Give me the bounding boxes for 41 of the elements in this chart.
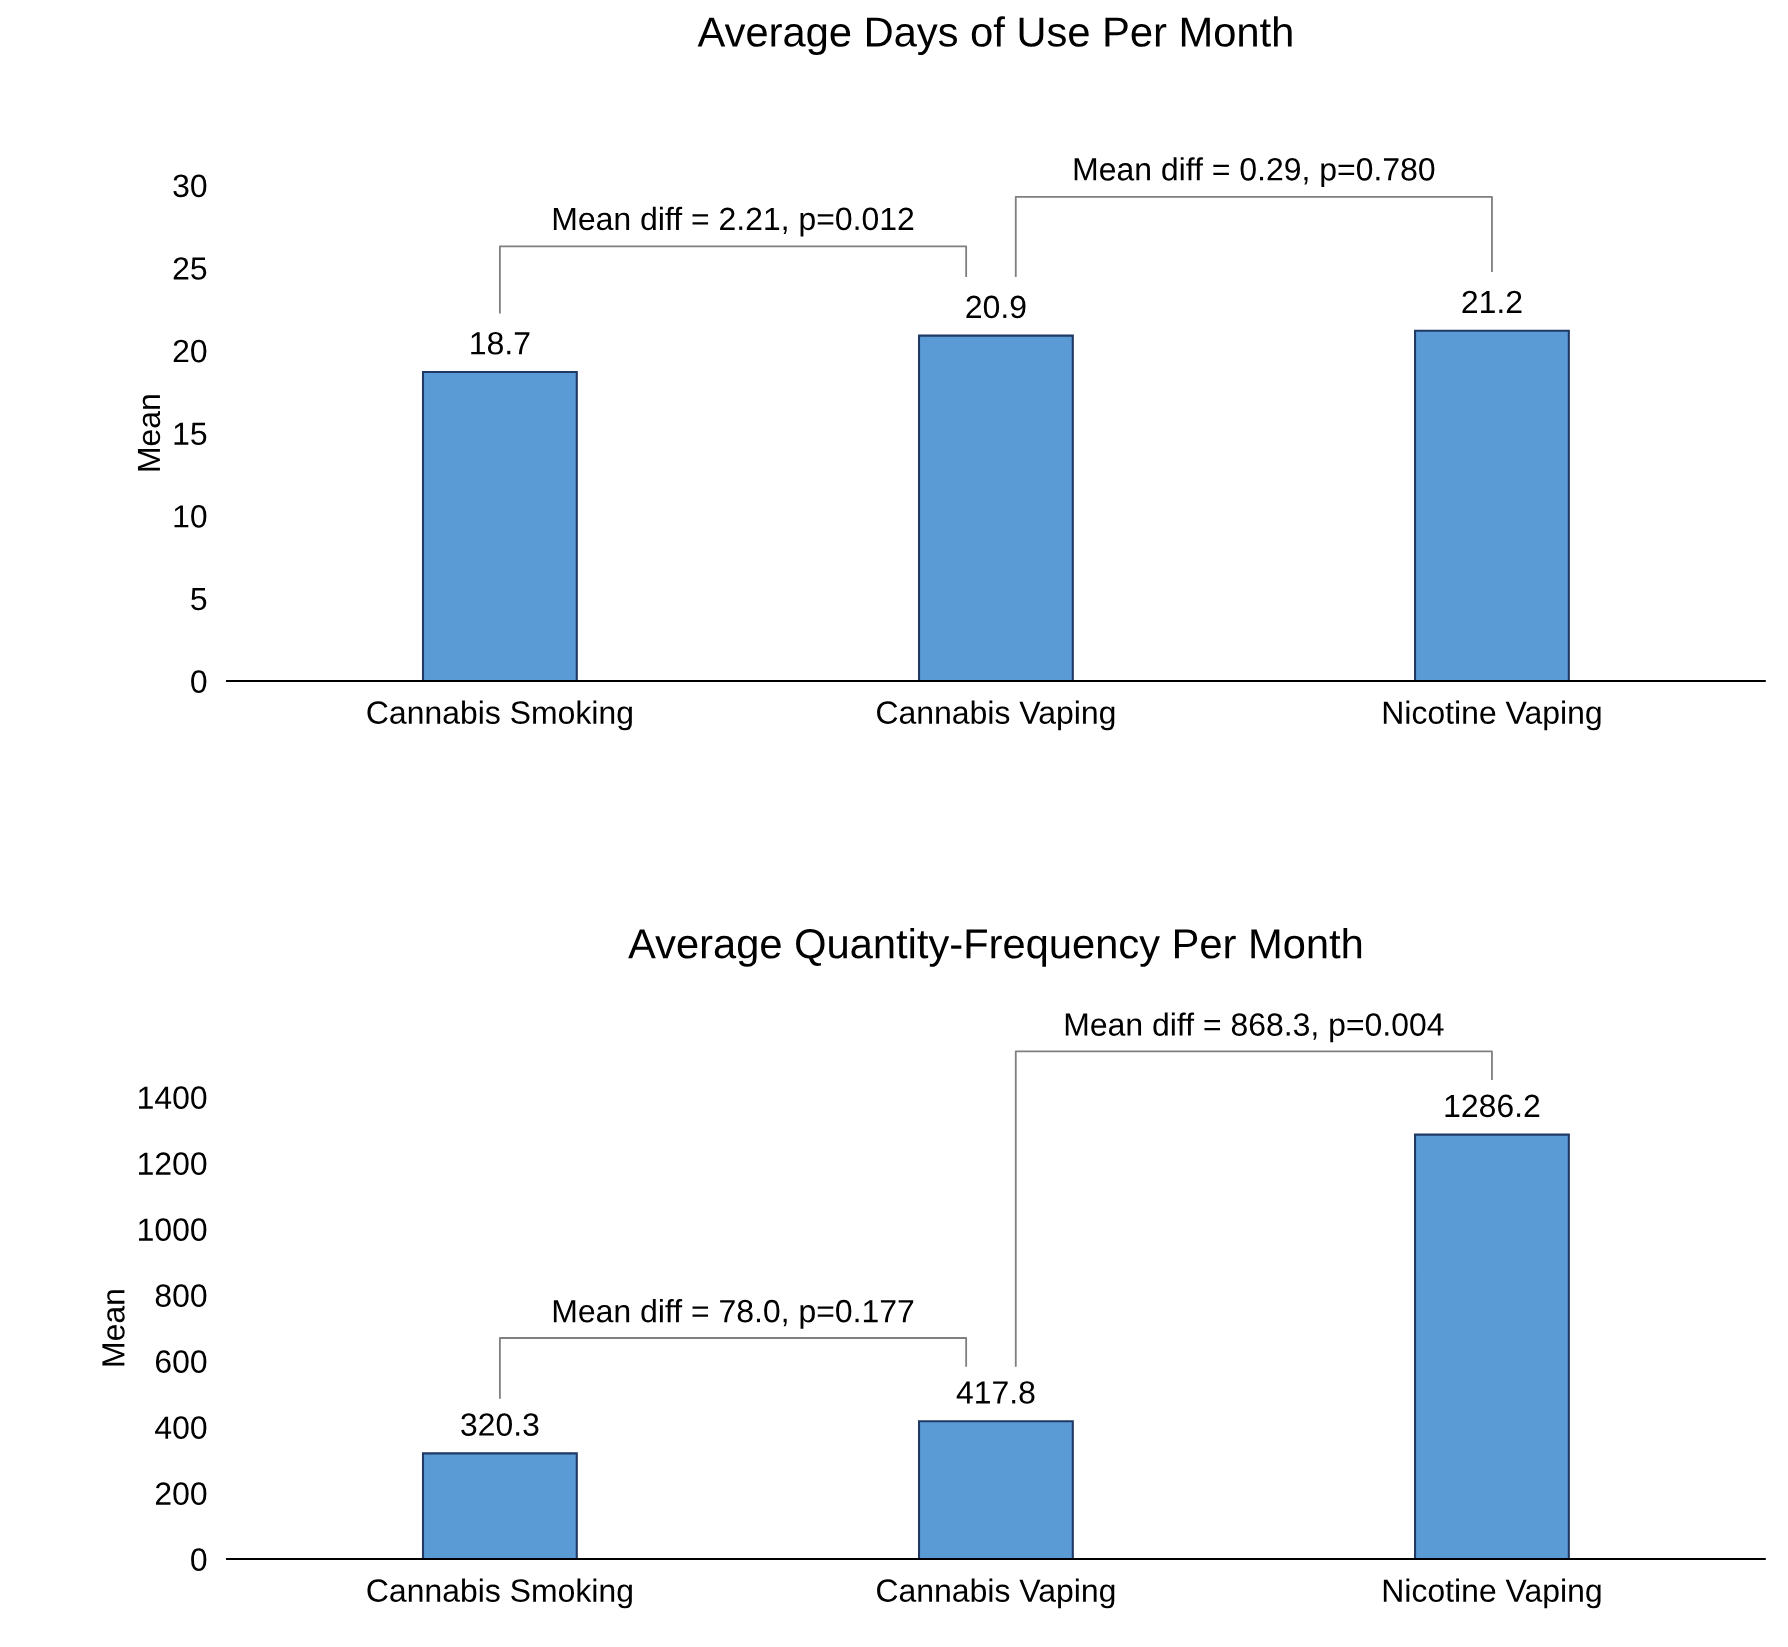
y-tick-label: 0: [191, 1548, 207, 1571]
y-tick-label: 1000: [139, 1218, 207, 1241]
annotation: Mean diff = 0.29, p=0.780: [1074, 157, 1435, 187]
y-tick-label: 400: [155, 1416, 207, 1439]
y-tick-label: 25: [173, 257, 207, 280]
y-tick-label: 1200: [139, 1152, 207, 1175]
x-tick-label: Cannabis Smoking: [367, 1578, 632, 1609]
bar: [1414, 329, 1570, 682]
bar: [421, 1452, 578, 1560]
data-label: 320.3: [461, 1413, 539, 1436]
annotation: Mean diff = 78.0, p=0.177: [553, 1299, 914, 1329]
y-tick-label: 20: [173, 339, 207, 363]
data-label: 21.2: [1462, 290, 1522, 313]
chart-title: Average Days of Use Per Month: [697, 16, 1292, 56]
chart-title: Average Quantity-Frequency Per Month: [628, 927, 1362, 967]
text: Mean diff = 868.3, p=0.004: [1065, 1012, 1444, 1043]
data-label: 20.9: [966, 295, 1026, 319]
y-tick-label: 600: [155, 1350, 207, 1373]
y-tick-label: 800: [155, 1284, 207, 1307]
y-axis-title: Mean: [137, 395, 161, 471]
bar: [917, 1420, 1074, 1560]
y-tick-label: 200: [155, 1482, 207, 1505]
x-tick-label: Cannabis Vaping: [877, 1578, 1115, 1609]
data-label: 18.7: [471, 331, 530, 355]
data-label: 417.8: [956, 1381, 1035, 1404]
y-tick-label: 5: [191, 588, 207, 611]
y-axis-title: Mean: [102, 1290, 125, 1366]
x-tick-label: Nicotine Vaping: [1383, 700, 1601, 731]
bar: [917, 334, 1074, 682]
x-tick-label: Cannabis Vaping: [877, 700, 1115, 731]
y-tick-label: 10: [174, 505, 207, 528]
y-tick-label: 1400: [139, 1086, 207, 1109]
bar: [1414, 1133, 1570, 1560]
y-tick-label: 15: [174, 422, 207, 446]
x-tick-label: Nicotine Vaping: [1383, 1578, 1601, 1609]
annotation: Mean diff = 2.21, p=0.012: [553, 206, 914, 237]
y-tick-label: 0: [191, 670, 207, 693]
data-label: 1286.2: [1445, 1094, 1540, 1118]
bar: [421, 370, 578, 682]
x-tick-label: Cannabis Smoking: [367, 700, 632, 731]
y-tick-label: 30: [173, 174, 207, 198]
